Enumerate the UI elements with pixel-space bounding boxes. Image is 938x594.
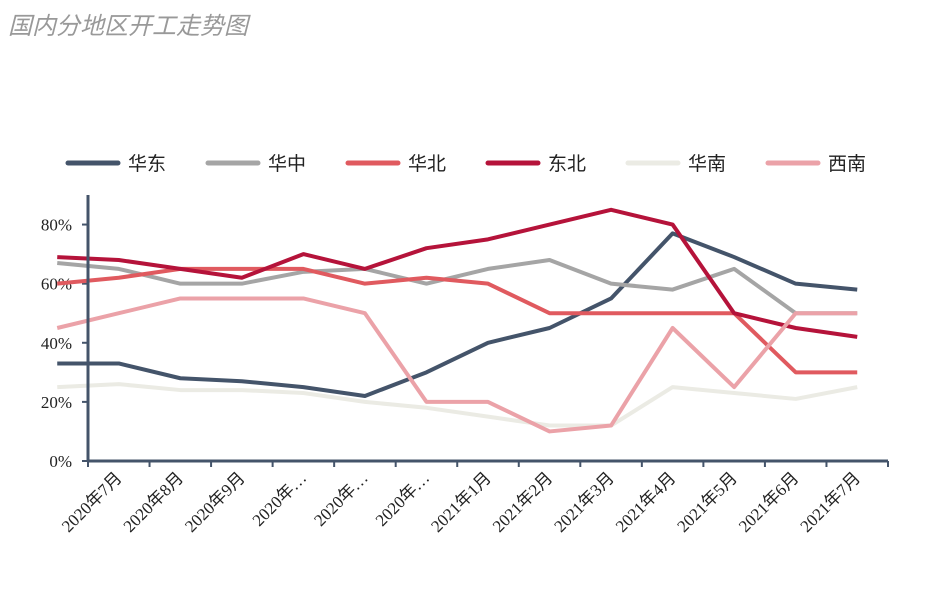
series-line [57, 258, 858, 316]
x-tick-label: 2021年6月 [735, 468, 803, 536]
x-tick-label: 2020年… [310, 468, 372, 530]
legend-label: 华北 [408, 153, 446, 175]
x-tick-label: 2021年1月 [427, 468, 495, 536]
x-tick-label: 2021年4月 [612, 468, 680, 536]
x-tick-label: 2020年8月 [120, 468, 188, 536]
x-tick-label: 2021年5月 [673, 468, 741, 536]
y-tick-label: 40% [41, 334, 72, 353]
y-tick-label: 0% [49, 452, 72, 471]
legend-label: 西南 [828, 153, 866, 175]
legend-label: 华中 [268, 153, 306, 175]
x-tick-label: 2021年3月 [550, 468, 618, 536]
chart-title: 国内分地区开工走势图 [8, 12, 251, 40]
series-line [57, 231, 858, 398]
legend-label: 华东 [128, 153, 166, 175]
legend-label: 东北 [548, 153, 586, 175]
y-tick-label: 60% [41, 275, 72, 294]
series-line [57, 382, 858, 428]
x-tick-label: 2021年2月 [489, 468, 557, 536]
x-tick-label: 2020年9月 [181, 468, 249, 536]
x-tick-label: 2020年… [249, 468, 311, 530]
series-line [57, 207, 858, 339]
y-tick-label: 80% [41, 216, 72, 235]
legend-label: 华南 [688, 153, 726, 175]
x-tick-label: 2021年7月 [797, 468, 865, 536]
series-line [56, 296, 858, 434]
x-tick-label: 2020年7月 [58, 468, 126, 536]
y-tick-label: 20% [41, 393, 72, 412]
x-tick-label: 2020年… [372, 468, 434, 530]
